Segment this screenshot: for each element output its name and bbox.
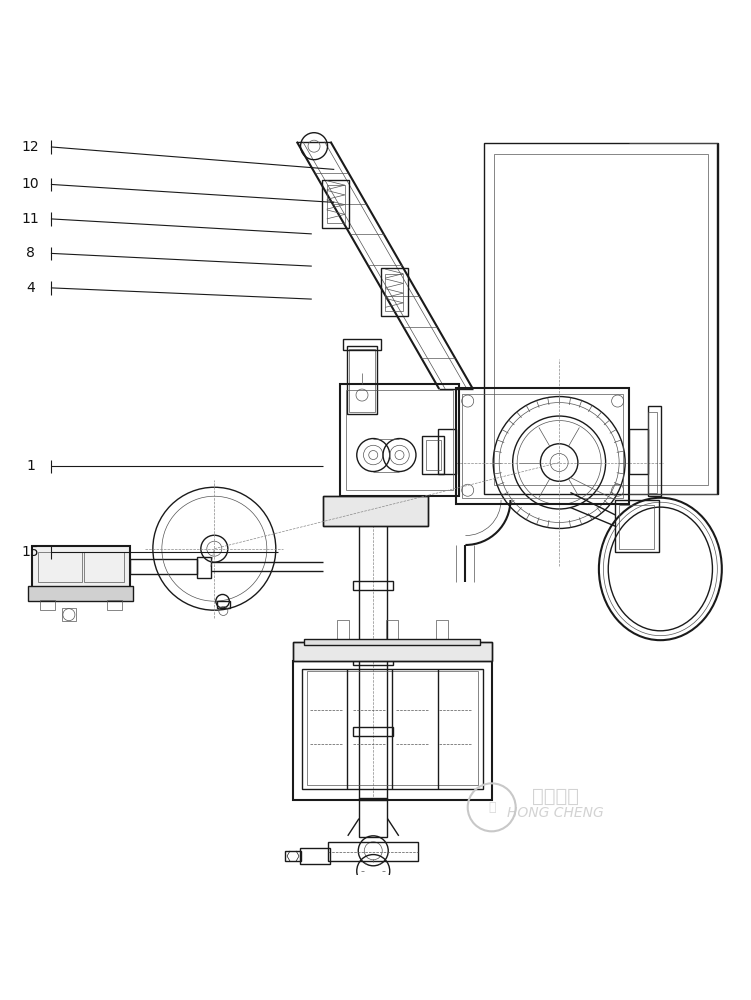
Bar xyxy=(323,496,428,526)
Bar xyxy=(359,798,388,837)
Bar xyxy=(359,496,388,800)
Bar xyxy=(353,727,394,736)
Bar xyxy=(436,620,448,642)
Bar xyxy=(323,496,428,526)
Bar xyxy=(343,339,381,350)
Text: 15: 15 xyxy=(22,545,40,559)
Bar xyxy=(385,274,403,311)
Bar xyxy=(328,842,418,861)
Bar xyxy=(306,671,478,785)
Bar xyxy=(463,394,623,498)
Bar xyxy=(83,552,124,582)
Text: HONG CHENG: HONG CHENG xyxy=(507,806,604,820)
Bar xyxy=(293,642,492,661)
Bar xyxy=(381,268,408,316)
Bar xyxy=(629,429,647,474)
Bar xyxy=(353,502,394,511)
Bar xyxy=(304,639,481,645)
Bar xyxy=(322,180,349,228)
Bar xyxy=(40,600,55,610)
Bar xyxy=(353,656,394,665)
Bar xyxy=(285,851,301,861)
Bar xyxy=(353,581,394,590)
Text: 桂林鸿程: 桂林鸿程 xyxy=(532,787,579,806)
Bar xyxy=(484,143,718,494)
Text: 8: 8 xyxy=(26,246,35,260)
Bar xyxy=(386,620,398,642)
Bar xyxy=(38,552,82,582)
Bar xyxy=(422,436,445,474)
Bar xyxy=(339,384,460,496)
Bar xyxy=(293,661,492,800)
Text: 11: 11 xyxy=(22,212,40,226)
Bar xyxy=(130,559,197,574)
Bar xyxy=(494,154,707,485)
Bar xyxy=(619,505,653,549)
Bar xyxy=(32,546,130,588)
Bar xyxy=(300,848,330,864)
Text: 4: 4 xyxy=(26,281,35,295)
Bar xyxy=(197,557,210,578)
Bar xyxy=(345,390,454,490)
Text: 10: 10 xyxy=(22,177,40,191)
Bar xyxy=(349,349,375,412)
Text: 桂: 桂 xyxy=(488,801,496,814)
Bar xyxy=(29,586,134,601)
Bar xyxy=(615,500,659,552)
Bar xyxy=(293,642,492,661)
Bar xyxy=(426,440,441,470)
Bar xyxy=(457,388,629,504)
Bar xyxy=(336,620,348,642)
Bar xyxy=(438,429,457,474)
Bar xyxy=(107,600,122,610)
Bar xyxy=(647,406,661,496)
Text: 1: 1 xyxy=(26,459,35,473)
Text: 12: 12 xyxy=(22,140,40,154)
Bar xyxy=(302,669,483,789)
Bar xyxy=(347,346,377,414)
Bar xyxy=(647,412,656,493)
Bar xyxy=(62,608,76,621)
Bar xyxy=(327,185,345,223)
Bar xyxy=(216,601,230,608)
